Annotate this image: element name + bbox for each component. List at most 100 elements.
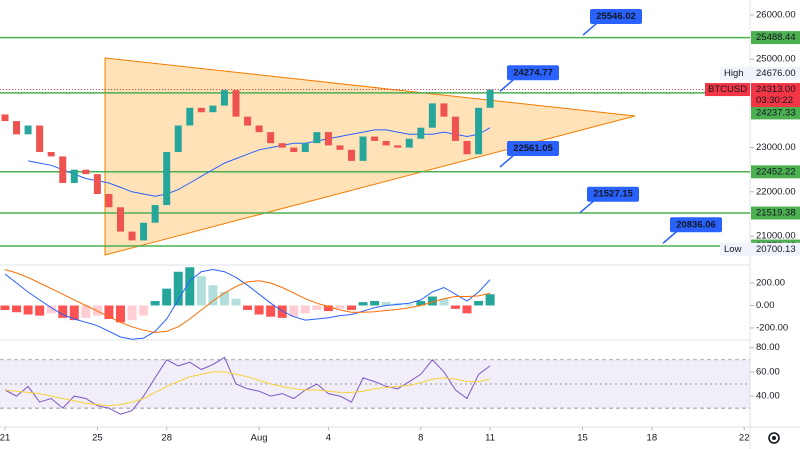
macd-histogram-bar (243, 305, 253, 310)
high-value: 24676.00 (756, 68, 796, 79)
y-tick-label: 26000.00 (756, 10, 796, 21)
candle-body (244, 116, 252, 126)
macd-histogram-bar (277, 305, 287, 318)
candle (116, 207, 124, 232)
level-label-box (751, 106, 800, 120)
candle (70, 169, 78, 183)
gear-center[interactable] (772, 436, 776, 440)
candle (244, 116, 252, 126)
candle (151, 205, 159, 223)
callout-pointer (662, 230, 678, 244)
low-name: Low (724, 244, 742, 255)
candle (371, 136, 379, 141)
candle-body (116, 207, 124, 232)
candle-body (451, 116, 459, 141)
callout-label: 22561.05 (513, 143, 553, 154)
candle-body (371, 136, 379, 141)
level-label: 24237.33 (756, 107, 796, 118)
macd-histogram-bar (46, 305, 56, 314)
macd-histogram-bar (312, 305, 322, 310)
candle (163, 152, 171, 206)
macd-histogram-bar (450, 305, 460, 309)
candle (359, 136, 367, 161)
candle (348, 149, 356, 161)
candle (186, 107, 194, 126)
macd-histogram-bar (115, 305, 125, 323)
gear[interactable] (768, 432, 780, 444)
macd-histogram-bar (335, 305, 345, 309)
candle-body (151, 205, 159, 223)
candle-body (197, 107, 205, 113)
macd-histogram-bar (185, 267, 195, 306)
candle-body (105, 194, 113, 208)
countdown: 03:30:22 (756, 95, 793, 106)
candle (278, 143, 286, 148)
candle (451, 116, 459, 141)
macd-histogram-bar (289, 305, 299, 317)
y-tick-label: 22000.00 (756, 186, 796, 197)
rsi-line (4, 371, 491, 407)
candle (24, 125, 32, 135)
candle (220, 90, 228, 106)
macd-histogram-bar (173, 271, 183, 306)
macd-line (4, 268, 491, 340)
candle-body (220, 90, 228, 106)
candle-body (186, 107, 194, 126)
candle-body (59, 156, 67, 183)
callout-pointer (579, 200, 595, 214)
macd-histogram-bar (439, 298, 449, 306)
symbol-box (705, 83, 750, 97)
macd-histogram-bar (485, 294, 495, 306)
x-tick-label: 18 (647, 433, 658, 444)
candle-body (475, 107, 483, 155)
candle (336, 145, 344, 150)
last-price-box (751, 83, 800, 108)
low-box (720, 242, 800, 256)
candle (82, 169, 90, 175)
candle (128, 231, 136, 241)
macd-histogram-bar (0, 305, 10, 310)
macd-histogram-bar (35, 305, 45, 316)
macd-histogram-bar (462, 305, 472, 314)
candle-body (232, 90, 240, 117)
candle-body (209, 105, 217, 113)
macd-histogram-bar (358, 302, 368, 306)
candle (36, 125, 44, 153)
macd-histogram-bar (104, 305, 114, 319)
candle-body (336, 145, 344, 150)
high-name: High (724, 68, 744, 79)
macd-histogram-bar (254, 305, 264, 315)
moving-average (28, 127, 491, 197)
candle-body (278, 143, 286, 148)
callout-box (507, 140, 559, 156)
x-tick-label: 21 (0, 433, 10, 444)
candle (93, 174, 101, 195)
macd-histogram-bar (139, 305, 149, 316)
candle (463, 140, 471, 155)
candle (197, 107, 205, 113)
candle (1, 114, 9, 122)
callout-pointer (499, 154, 515, 168)
candle-body (405, 138, 413, 148)
candle (13, 121, 21, 135)
macd-histogram-bar (69, 305, 79, 321)
level-label: 21519.38 (756, 208, 796, 219)
candle (324, 132, 332, 146)
macd-histogram-bar (219, 291, 229, 306)
macd-histogram-bar (347, 305, 357, 310)
settings-icon[interactable] (768, 432, 780, 444)
candle-body (174, 125, 182, 153)
macd-histogram-bar (12, 305, 22, 313)
macd-histogram-bar (266, 305, 276, 317)
y-tick-label: 60.00 (756, 366, 780, 377)
macd-histogram-bar (323, 305, 333, 312)
candle-body (394, 145, 402, 148)
candle (59, 156, 67, 183)
y-tick-label: 25000.00 (756, 54, 796, 65)
candle-body (47, 152, 55, 157)
candle-body (417, 127, 425, 139)
x-tick-label: 4 (326, 433, 331, 444)
candle-body (301, 143, 309, 153)
y-tick-label: -200.00 (756, 322, 788, 333)
